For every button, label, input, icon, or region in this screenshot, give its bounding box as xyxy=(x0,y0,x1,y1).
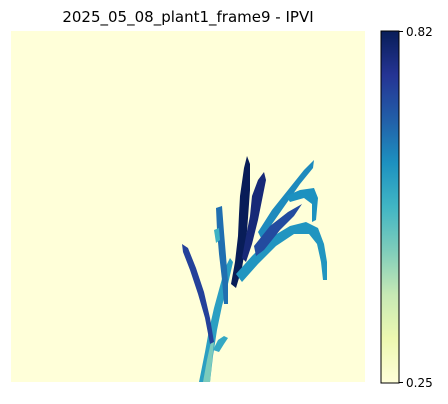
plant-leaf-right-mid xyxy=(254,204,302,256)
plant-leaf-droop xyxy=(213,336,228,352)
colorbar-bar xyxy=(380,30,400,384)
heatmap-background xyxy=(11,31,365,382)
plant-leaf-center xyxy=(231,156,250,288)
plant-leaf-right-tip xyxy=(286,188,318,222)
heatmap-image xyxy=(11,31,365,382)
plant-leaf-left xyxy=(182,244,214,344)
colorbar: 0.82 0.25 xyxy=(380,25,433,390)
plant-leaf-fleck xyxy=(214,228,220,243)
plant-leaf-upper-right xyxy=(258,160,314,240)
plant-mask xyxy=(182,156,327,382)
plant-leaf-right-tall xyxy=(242,172,266,262)
chart-title: 2025_05_08_plant1_frame9 - IPVI xyxy=(62,8,313,27)
plant-leaf-right-arch xyxy=(236,222,327,282)
plant-stem-base xyxy=(203,342,214,382)
colorbar-tick-label-max: 0.82 xyxy=(406,25,433,39)
colorbar-tick-label-min: 0.25 xyxy=(406,376,433,390)
